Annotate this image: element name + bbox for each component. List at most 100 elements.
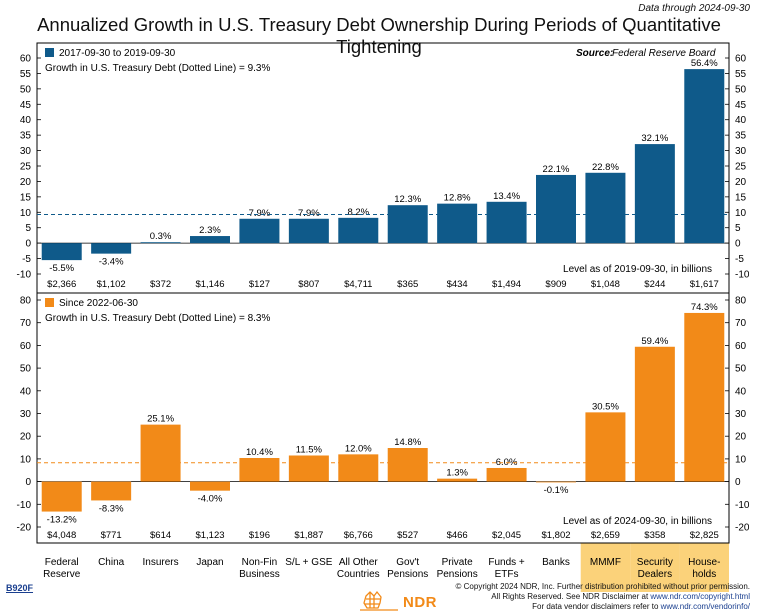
bottom-subtitle: Growth in U.S. Treasury Debt (Dotted Lin… xyxy=(45,313,270,324)
top-ytick-left-8: 30 xyxy=(20,146,32,157)
category-label-11-0: MMMF xyxy=(590,557,621,568)
bottom-bar-10 xyxy=(536,481,576,483)
bottom-value-label-3: -4.0% xyxy=(198,494,223,505)
top-value-label-6: 8.2% xyxy=(347,207,369,218)
copyright-line-3: For data vendor disclaimers refer to www… xyxy=(456,602,750,612)
highlight-band-1 xyxy=(630,543,680,592)
chart-ref-code-link[interactable]: B920F xyxy=(6,583,34,593)
ndr-logo-icon xyxy=(360,590,398,611)
top-ytick-left-4: 10 xyxy=(20,208,32,219)
bottom-ytick-right-10: 80 xyxy=(735,296,747,307)
source-label: Source: xyxy=(576,48,613,59)
bottom-bar-13 xyxy=(684,312,725,482)
copyright-line-2-text: All Rights Reserved. See NDR Disclaimer … xyxy=(491,592,651,601)
top-ytick-left-11: 45 xyxy=(20,100,32,111)
bottom-ytick-left-9: 70 xyxy=(20,318,32,329)
bottom-level-label-11: $2,659 xyxy=(591,530,620,541)
vendor-info-link[interactable]: www.ndr.com/vendorinfo/ xyxy=(660,602,750,611)
bottom-value-label-12: 59.4% xyxy=(641,336,668,347)
category-label-8-1: Pensions xyxy=(437,569,478,580)
bottom-ytick-right-1: -10 xyxy=(735,500,750,511)
top-ytick-left-7: 25 xyxy=(20,162,32,173)
top-value-label-12: 32.1% xyxy=(641,133,668,144)
bottom-value-label-7: 14.8% xyxy=(394,437,421,448)
bottom-ytick-right-6: 40 xyxy=(735,386,747,397)
top-ytick-left-12: 50 xyxy=(20,84,32,95)
top-ytick-left-0: -10 xyxy=(17,270,32,281)
bottom-value-label-2: 25.1% xyxy=(147,414,174,425)
bottom-bar-5 xyxy=(288,455,329,482)
top-bar-8 xyxy=(437,203,478,244)
top-ytick-left-13: 55 xyxy=(20,69,32,80)
top-level-label-3: $1,146 xyxy=(195,279,224,290)
top-level-label-5: $807 xyxy=(298,279,319,290)
top-ytick-right-6: 20 xyxy=(735,177,747,188)
top-bar-5 xyxy=(288,218,329,244)
top-ytick-left-5: 15 xyxy=(20,192,32,203)
bottom-ytick-right-4: 20 xyxy=(735,432,747,443)
chart-title: Annualized Growth in U.S. Treasury Debt … xyxy=(37,14,721,57)
bottom-level-label-7: $527 xyxy=(397,530,418,541)
bottom-legend-label: Since 2022-06-30 xyxy=(59,298,138,309)
bottom-bar-8 xyxy=(437,478,478,482)
top-ytick-left-6: 20 xyxy=(20,177,32,188)
top-value-label-5: 7.9% xyxy=(298,208,320,219)
top-bar-0 xyxy=(41,243,82,261)
top-ytick-right-1: -5 xyxy=(735,254,744,265)
top-bar-3 xyxy=(190,236,230,244)
bottom-bar-6 xyxy=(338,454,379,482)
ndr-logo-text: NDR xyxy=(403,594,437,611)
top-value-label-11: 22.8% xyxy=(592,162,619,173)
bottom-ytick-left-0: -20 xyxy=(17,523,32,534)
source-value: Federal Reserve Board xyxy=(612,48,716,59)
bottom-ytick-right-9: 70 xyxy=(735,318,747,329)
bottom-value-label-0: -13.2% xyxy=(47,515,78,526)
copyright-line-2: All Rights Reserved. See NDR Disclaimer … xyxy=(456,592,750,602)
bottom-value-label-13: 74.3% xyxy=(691,302,718,313)
category-label-9-1: ETFs xyxy=(495,569,519,580)
category-label-7-0: Gov't xyxy=(396,557,419,568)
category-label-10-0: Banks xyxy=(542,557,570,568)
top-ytick-right-5: 15 xyxy=(735,192,747,203)
top-ytick-right-9: 35 xyxy=(735,131,747,142)
bottom-ytick-left-5: 30 xyxy=(20,409,32,420)
top-ytick-right-11: 45 xyxy=(735,100,747,111)
bottom-ytick-right-5: 30 xyxy=(735,409,747,420)
top-bar-12 xyxy=(634,144,675,244)
bottom-ytick-left-2: 0 xyxy=(25,477,31,488)
category-label-2-0: Insurers xyxy=(143,557,179,568)
top-bar-6 xyxy=(338,217,379,244)
top-bar-4 xyxy=(239,218,280,244)
bottom-level-label-8: $466 xyxy=(447,530,468,541)
bottom-bar-12 xyxy=(634,346,675,482)
bottom-bar-0 xyxy=(41,481,82,512)
bottom-bar-11 xyxy=(585,412,626,482)
bottom-level-label-13: $2,825 xyxy=(690,530,719,541)
category-label-6-0: All Other xyxy=(339,557,379,568)
top-bar-11 xyxy=(585,172,626,244)
category-label-12-0: Security xyxy=(637,557,673,568)
bottom-value-label-10: -0.1% xyxy=(544,485,569,496)
bottom-level-label-1: $771 xyxy=(101,530,122,541)
copyright-line-3-text: For data vendor disclaimers refer to xyxy=(532,602,661,611)
category-label-5-0: S/L + GSE xyxy=(285,557,332,568)
top-bar-13 xyxy=(684,69,725,244)
top-ytick-left-10: 40 xyxy=(20,115,32,126)
top-level-label-4: $127 xyxy=(249,279,270,290)
top-ytick-right-2: 0 xyxy=(735,239,741,250)
bottom-level-note: Level as of 2024-09-30, in billions xyxy=(563,516,712,527)
copyright-link[interactable]: www.ndr.com/copyright.html xyxy=(650,592,750,601)
top-ytick-right-12: 50 xyxy=(735,84,747,95)
bottom-level-label-0: $4,048 xyxy=(47,530,76,541)
category-label-13-0: House- xyxy=(688,557,720,568)
top-value-label-1: -3.4% xyxy=(99,257,124,268)
top-level-label-12: $244 xyxy=(644,279,665,290)
top-legend-label: 2017-09-30 to 2019-09-30 xyxy=(59,48,176,59)
top-bar-1 xyxy=(91,243,132,254)
top-value-label-4: 7.9% xyxy=(249,208,271,219)
top-ytick-right-10: 40 xyxy=(735,115,747,126)
category-label-13-1: holds xyxy=(692,569,716,580)
bottom-ytick-right-7: 50 xyxy=(735,364,747,375)
top-ytick-left-1: -5 xyxy=(22,254,31,265)
